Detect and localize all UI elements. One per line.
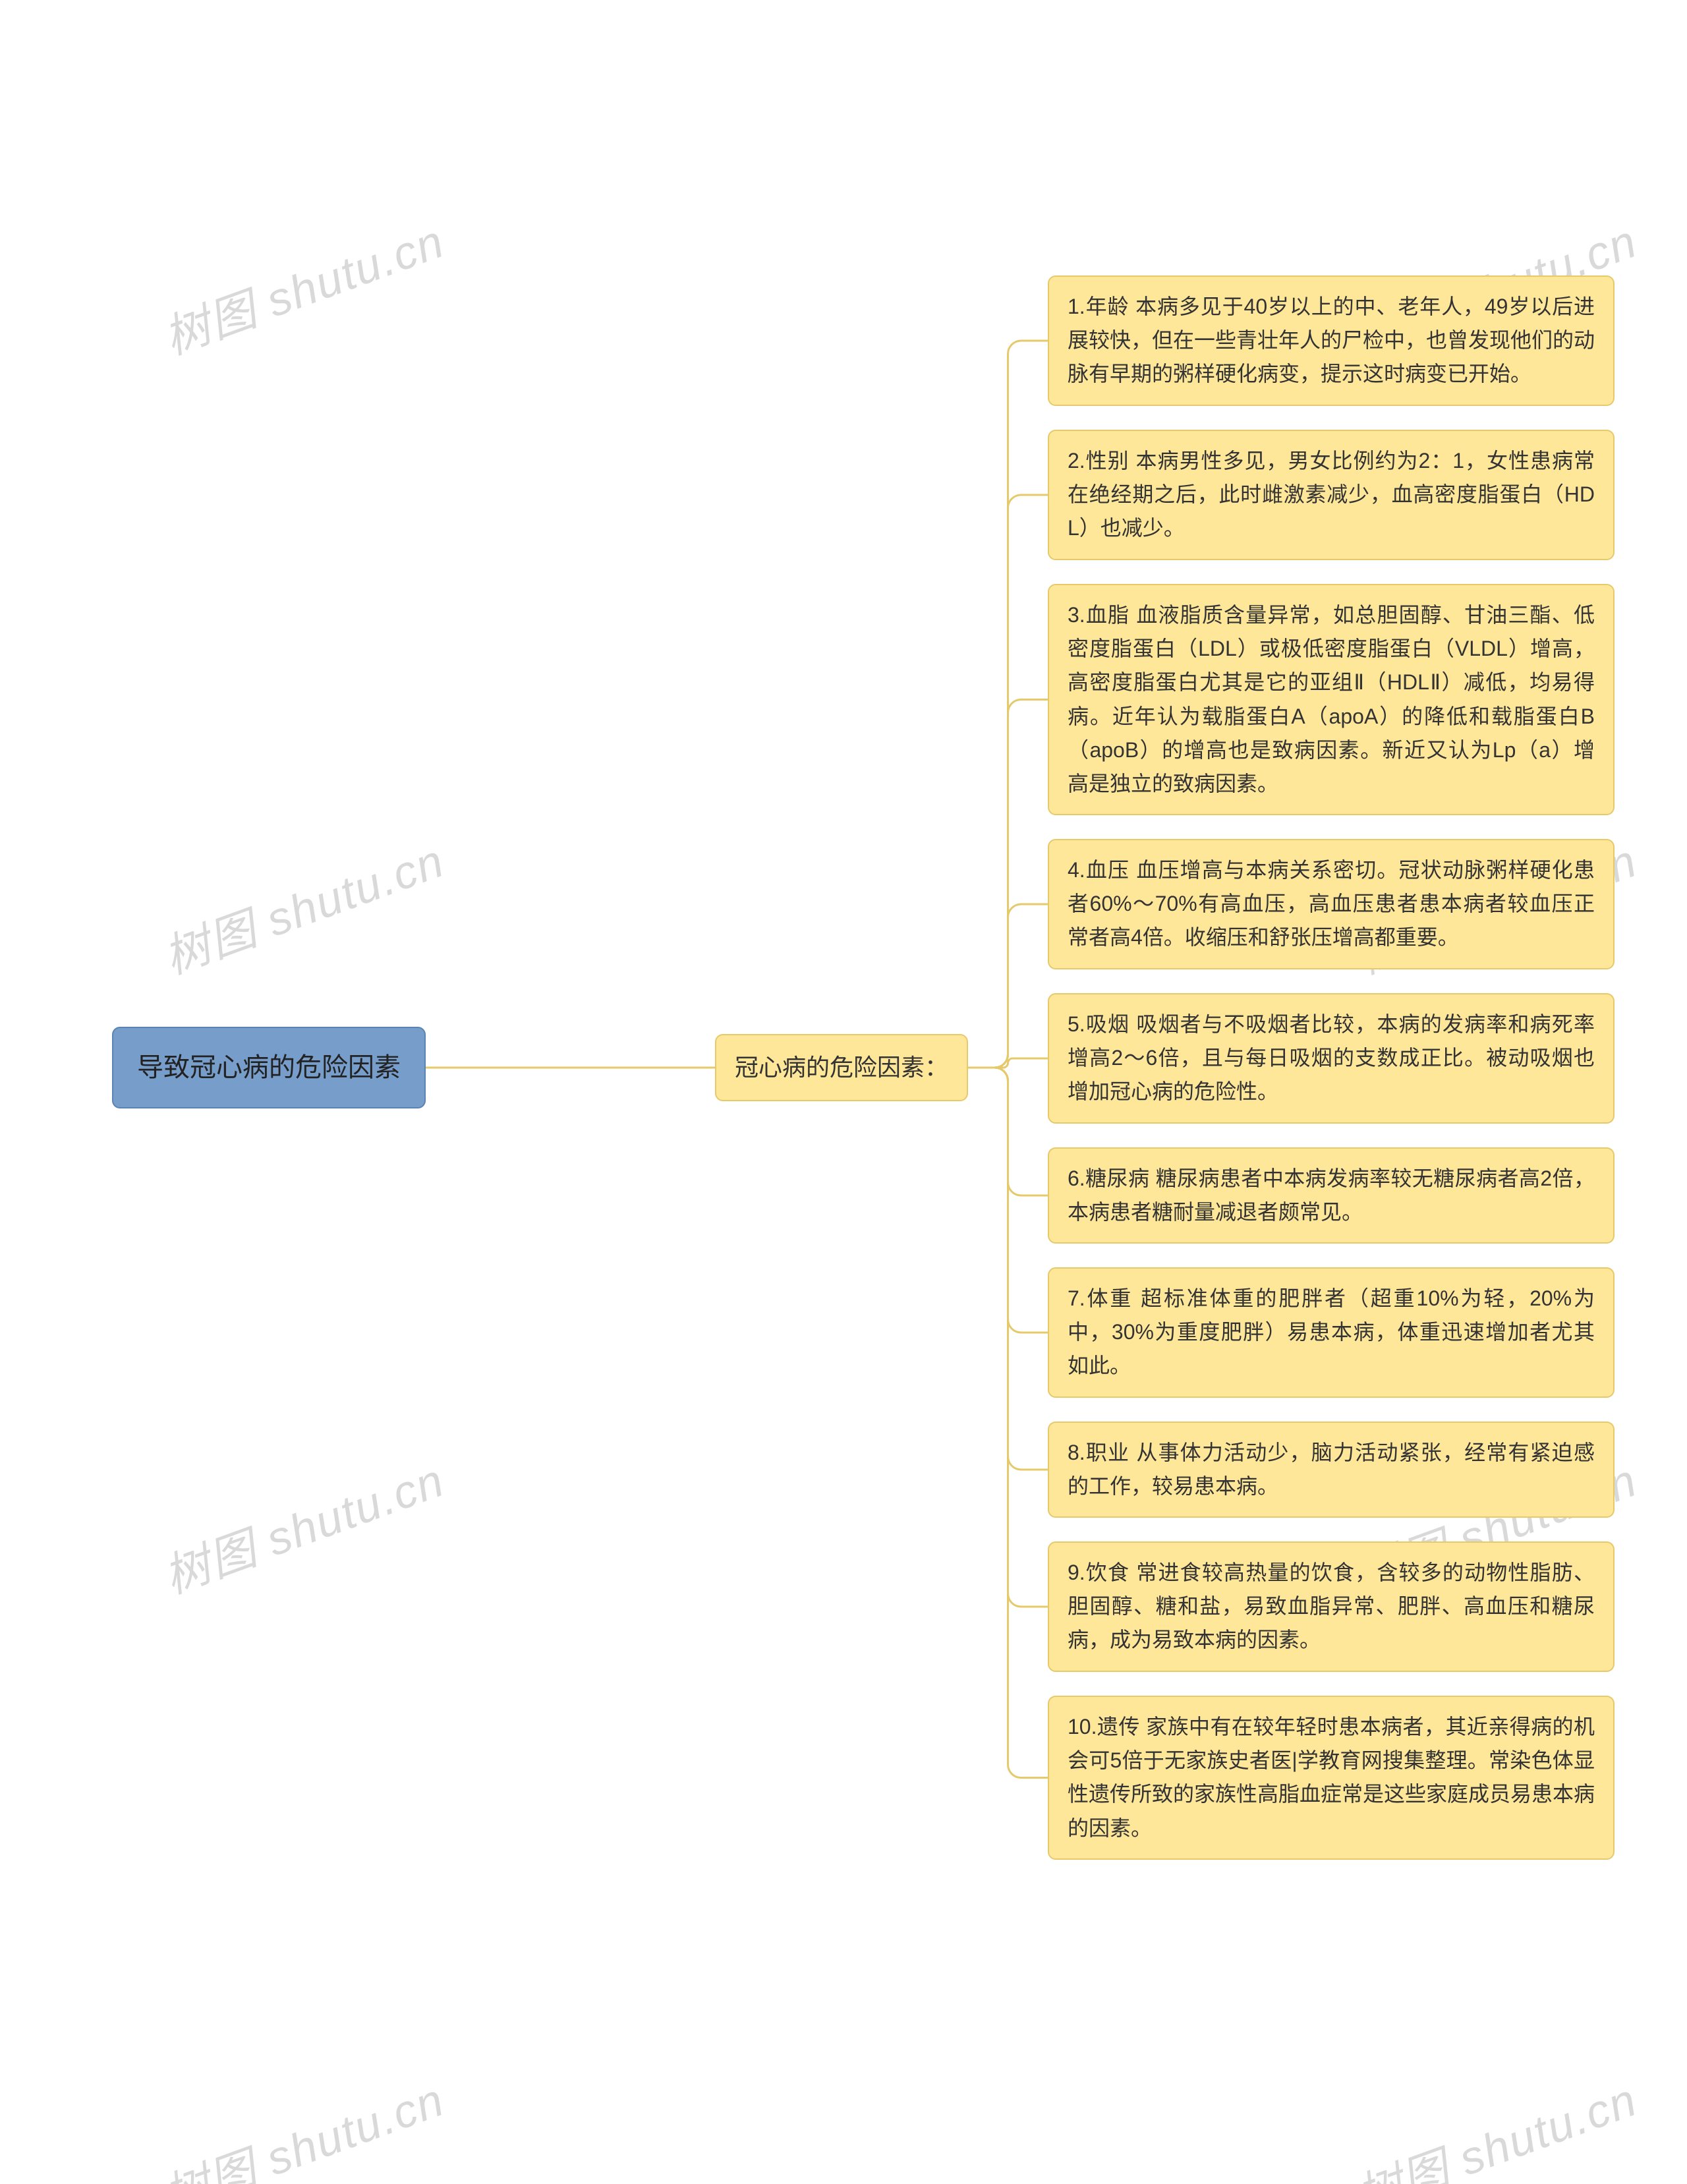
- mindmap-leaf: 7.体重 超标准体重的肥胖者（超重10%为轻，20%为中，30%为重度肥胖）易患…: [1048, 1267, 1615, 1398]
- watermark: 树图 shutu.cn: [1346, 2063, 1645, 2184]
- mindmap-root: 导致冠心病的危险因素: [112, 1027, 426, 1108]
- mindmap-leaf: 8.职业 从事体力活动少，脑力活动紧张，经常有紧迫感的工作，较易患本病。: [1048, 1422, 1615, 1518]
- watermark: 树图 shutu.cn: [154, 204, 453, 367]
- mindmap-leaf: 1.年龄 本病多见于40岁以上的中、老年人，49岁以后进展较快，但在一些青壮年人…: [1048, 275, 1615, 406]
- mindmap-sub: 冠心病的危险因素：: [715, 1034, 968, 1101]
- mindmap-leaf: 2.性别 本病男性多见，男女比例约为2：1，女性患病常在绝经期之后，此时雌激素减…: [1048, 430, 1615, 560]
- mindmap-leaf: 3.血脂 血液脂质含量异常，如总胆固醇、甘油三酯、低密度脂蛋白（LDL）或极低密…: [1048, 584, 1615, 815]
- mindmap-leaf: 4.血压 血压增高与本病关系密切。冠状动脉粥样硬化患者60%～70%有高血压，高…: [1048, 839, 1615, 969]
- watermark: 树图 shutu.cn: [154, 824, 453, 987]
- watermark: 树图 shutu.cn: [154, 1443, 453, 1606]
- mindmap-leaf: 9.饮食 常进食较高热量的饮食，含较多的动物性脂肪、胆固醇、糖和盐，易致血脂异常…: [1048, 1541, 1615, 1672]
- mindmap-leaf: 10.遗传 家族中有在较年轻时患本病者，其近亲得病的机会可5倍于无家族史者医|学…: [1048, 1696, 1615, 1860]
- mindmap-leaf: 5.吸烟 吸烟者与不吸烟者比较，本病的发病率和病死率增高2～6倍，且与每日吸烟的…: [1048, 993, 1615, 1124]
- watermark: 树图 shutu.cn: [154, 2063, 453, 2184]
- mindmap-leaf: 6.糖尿病 糖尿病患者中本病发病率较无糖尿病者高2倍，本病患者糖耐量减退者颇常见…: [1048, 1147, 1615, 1244]
